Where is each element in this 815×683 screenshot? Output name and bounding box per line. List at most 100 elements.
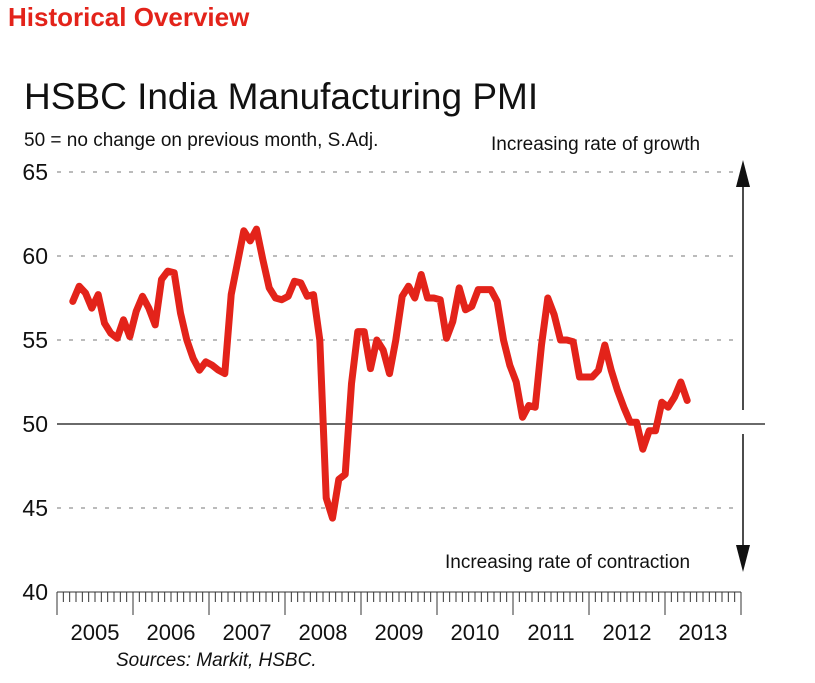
x-axis-minor-ticks bbox=[56, 592, 742, 615]
data-point bbox=[217, 368, 220, 372]
data-point bbox=[191, 357, 195, 360]
data-point bbox=[590, 375, 594, 379]
y-tick-label: 40 bbox=[22, 579, 48, 605]
data-point bbox=[141, 294, 144, 298]
data-point bbox=[578, 375, 581, 379]
data-point bbox=[134, 309, 138, 313]
data-point bbox=[274, 296, 277, 300]
data-point bbox=[559, 338, 562, 342]
data-point bbox=[495, 299, 499, 303]
data-point bbox=[571, 340, 575, 344]
data-point bbox=[343, 472, 347, 476]
x-tick-label: 2007 bbox=[223, 620, 272, 645]
data-point bbox=[267, 286, 271, 290]
data-point bbox=[603, 343, 607, 347]
growth-annotation: Increasing rate of growth bbox=[491, 134, 701, 155]
data-point bbox=[565, 338, 569, 342]
chart-subtitle: 50 = no change on previous month, S.Adj. bbox=[24, 130, 379, 151]
data-point bbox=[584, 375, 588, 379]
data-point bbox=[369, 367, 372, 371]
data-point bbox=[628, 420, 632, 424]
data-point bbox=[223, 372, 227, 376]
y-tick-label: 65 bbox=[22, 159, 48, 185]
data-point bbox=[198, 368, 201, 372]
y-tick-label: 55 bbox=[22, 327, 48, 353]
pmi-series-line bbox=[69, 225, 691, 522]
data-point bbox=[635, 420, 638, 424]
x-tick-label: 2008 bbox=[299, 620, 348, 645]
x-tick-label: 2013 bbox=[679, 620, 728, 645]
data-point bbox=[457, 286, 461, 290]
data-point bbox=[109, 331, 113, 335]
data-point bbox=[96, 293, 100, 297]
data-point bbox=[331, 516, 334, 520]
data-point bbox=[533, 405, 537, 409]
x-tick-label: 2012 bbox=[603, 620, 652, 645]
data-point bbox=[179, 311, 182, 315]
data-point bbox=[71, 299, 75, 303]
data-point bbox=[413, 296, 417, 300]
data-point bbox=[470, 304, 474, 308]
data-point bbox=[153, 323, 157, 327]
data-point bbox=[546, 296, 550, 300]
growth-arrow bbox=[736, 160, 750, 410]
data-point bbox=[84, 291, 87, 295]
data-point bbox=[489, 288, 493, 292]
data-point bbox=[381, 348, 385, 352]
data-point bbox=[647, 429, 651, 433]
data-point bbox=[312, 293, 315, 297]
data-point bbox=[464, 308, 467, 312]
data-point bbox=[172, 271, 176, 275]
data-point bbox=[210, 363, 214, 367]
data-point bbox=[400, 294, 404, 298]
y-tick-label: 60 bbox=[22, 243, 48, 269]
y-axis: 40 45 50 55 60 65 bbox=[22, 159, 48, 605]
data-point bbox=[236, 261, 239, 265]
data-point bbox=[103, 321, 106, 325]
contraction-arrow bbox=[736, 434, 750, 572]
data-point bbox=[679, 380, 683, 384]
data-point bbox=[432, 296, 436, 300]
data-point bbox=[394, 338, 398, 342]
data-point bbox=[622, 405, 626, 409]
data-point bbox=[255, 227, 258, 231]
y-tick-label: 45 bbox=[22, 495, 48, 521]
data-point bbox=[356, 330, 360, 334]
data-point bbox=[375, 338, 379, 342]
data-point bbox=[597, 368, 600, 372]
data-point bbox=[476, 288, 480, 292]
data-point bbox=[286, 294, 290, 298]
data-point bbox=[242, 229, 246, 233]
data-point bbox=[502, 338, 505, 342]
x-tick-label: 2006 bbox=[147, 620, 196, 645]
data-point bbox=[407, 284, 410, 288]
contraction-annotation: Increasing rate of contraction bbox=[445, 552, 691, 574]
data-point bbox=[483, 288, 486, 292]
data-point bbox=[350, 382, 353, 386]
data-point bbox=[204, 360, 208, 364]
data-point bbox=[654, 429, 657, 433]
data-point bbox=[685, 399, 689, 402]
data-point bbox=[248, 239, 252, 243]
data-point bbox=[318, 338, 322, 342]
data-point bbox=[229, 293, 233, 297]
data-point bbox=[77, 284, 81, 288]
chart-title: HSBC India Manufacturing PMI bbox=[24, 76, 539, 117]
data-point bbox=[305, 294, 309, 298]
data-point bbox=[362, 330, 366, 334]
x-tick-label: 2005 bbox=[71, 620, 120, 645]
data-point bbox=[540, 343, 543, 347]
pmi-data-points bbox=[71, 227, 689, 520]
data-point bbox=[337, 477, 341, 481]
data-point bbox=[128, 335, 132, 339]
data-point bbox=[299, 281, 303, 285]
data-point bbox=[115, 336, 119, 340]
data-point bbox=[445, 336, 448, 340]
data-point bbox=[641, 447, 645, 451]
data-point bbox=[280, 298, 284, 302]
data-point bbox=[147, 306, 151, 310]
data-point bbox=[90, 306, 94, 310]
x-tick-label: 2009 bbox=[375, 620, 424, 645]
data-point bbox=[122, 318, 125, 322]
